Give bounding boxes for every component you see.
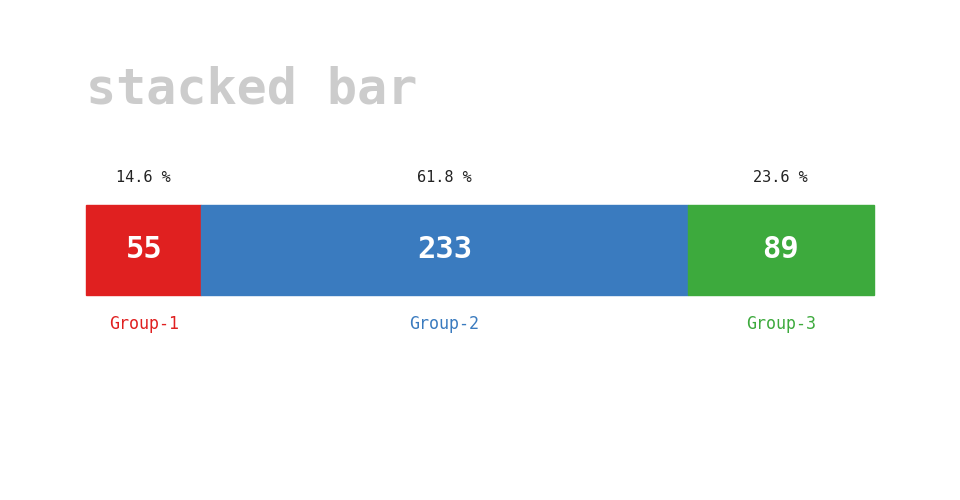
Text: Group-1: Group-1 (108, 315, 179, 333)
Text: 61.8 %: 61.8 % (418, 170, 472, 185)
Text: 89: 89 (762, 236, 799, 264)
Bar (687, 205, 874, 295)
Text: Group-3: Group-3 (746, 315, 816, 333)
Text: 23.6 %: 23.6 % (754, 170, 808, 185)
Text: 233: 233 (417, 236, 472, 264)
Bar (202, 205, 687, 295)
Bar (86, 205, 202, 295)
Text: 55: 55 (126, 236, 162, 264)
Text: 14.6 %: 14.6 % (116, 170, 171, 185)
Text: stacked bar: stacked bar (86, 65, 418, 113)
Text: Group-2: Group-2 (410, 315, 479, 333)
